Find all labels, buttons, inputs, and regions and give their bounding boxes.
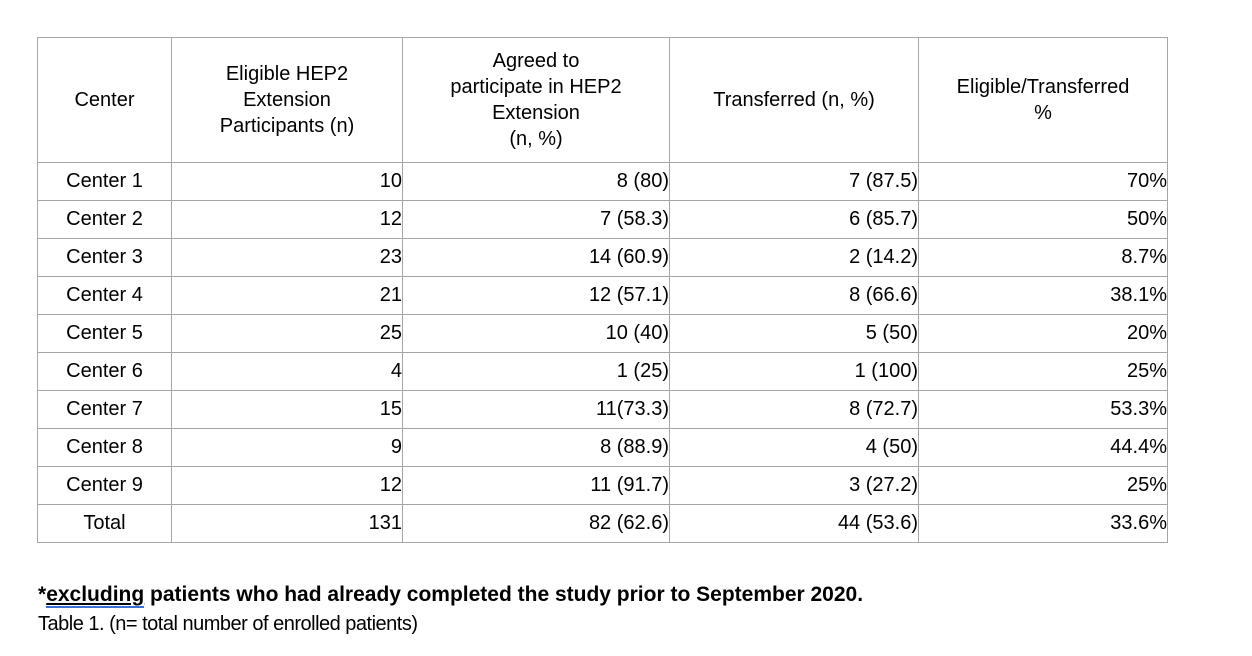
- footnote-asterisk: *: [38, 583, 47, 606]
- cell-transferred: 7 (87.5): [669, 162, 919, 201]
- header-eligible: Eligible HEP2 Extension Participants (n): [171, 37, 403, 163]
- cell-agreed: 1 (25): [402, 352, 670, 391]
- cell-transferred: 8 (66.6): [669, 276, 919, 315]
- table-row: Center 6 4 1 (25) 1 (100) 25%: [37, 352, 1168, 391]
- table-row: Center 8 9 8 (88.9) 4 (50) 44.4%: [37, 428, 1168, 467]
- cell-transferred: 5 (50): [669, 314, 919, 353]
- cell-center-name: Center 3: [37, 238, 172, 277]
- table-row: Center 3 23 14 (60.9) 2 (14.2) 8.7%: [37, 238, 1168, 277]
- cell-transferred: 3 (27.2): [669, 466, 919, 505]
- cell-center-name: Center 1: [37, 162, 172, 201]
- cell-pct: 33.6%: [918, 504, 1168, 543]
- cell-eligible: 21: [171, 276, 403, 315]
- cell-pct: 20%: [918, 314, 1168, 353]
- cell-center-name: Center 9: [37, 466, 172, 505]
- cell-pct: 8.7%: [918, 238, 1168, 277]
- cell-center-name: Center 7: [37, 390, 172, 429]
- cell-pct: 53.3%: [918, 390, 1168, 429]
- cell-pct: 38.1%: [918, 276, 1168, 315]
- footnote-text: patients who had already completed the s…: [144, 583, 864, 606]
- cell-agreed: 10 (40): [402, 314, 670, 353]
- cell-eligible: 25: [171, 314, 403, 353]
- cell-center-name: Center 4: [37, 276, 172, 315]
- header-eligible-transferred-pct: Eligible/Transferred %: [918, 37, 1168, 163]
- table-row: Center 9 12 11 (91.7) 3 (27.2) 25%: [37, 466, 1168, 505]
- cell-eligible: 9: [171, 428, 403, 467]
- cell-agreed: 11 (91.7): [402, 466, 670, 505]
- table-caption: Table 1. (n= total number of enrolled pa…: [38, 613, 418, 635]
- table-row: Center 4 21 12 (57.1) 8 (66.6) 38.1%: [37, 276, 1168, 315]
- cell-agreed: 8 (88.9): [402, 428, 670, 467]
- cell-pct: 25%: [918, 466, 1168, 505]
- header-transferred: Transferred (n, %): [669, 37, 919, 163]
- cell-eligible: 131: [171, 504, 403, 543]
- table-header-row: Center Eligible HEP2 Extension Participa…: [37, 37, 1168, 163]
- cell-eligible: 10: [171, 162, 403, 201]
- cell-agreed: 14 (60.9): [402, 238, 670, 277]
- table-row: Center 5 25 10 (40) 5 (50) 20%: [37, 314, 1168, 353]
- cell-eligible: 23: [171, 238, 403, 277]
- cell-center-name: Center 6: [37, 352, 172, 391]
- cell-transferred: 2 (14.2): [669, 238, 919, 277]
- cell-agreed: 12 (57.1): [402, 276, 670, 315]
- cell-eligible: 4: [171, 352, 403, 391]
- table-row: Center 2 12 7 (58.3) 6 (85.7) 50%: [37, 200, 1168, 239]
- cell-agreed: 7 (58.3): [402, 200, 670, 239]
- cell-center-name: Center 2: [37, 200, 172, 239]
- table-row: Center 7 15 11(73.3) 8 (72.7) 53.3%: [37, 390, 1168, 429]
- cell-pct: 70%: [918, 162, 1168, 201]
- cell-transferred: 6 (85.7): [669, 200, 919, 239]
- cell-pct: 25%: [918, 352, 1168, 391]
- cell-eligible: 12: [171, 200, 403, 239]
- header-center: Center: [37, 37, 172, 163]
- table-row: Center 1 10 8 (80) 7 (87.5) 70%: [37, 162, 1168, 201]
- cell-agreed: 82 (62.6): [402, 504, 670, 543]
- footnote: *excluding patients who had already comp…: [38, 583, 864, 608]
- cell-pct: 50%: [918, 200, 1168, 239]
- header-agreed: Agreed to participate in HEP2 Extension …: [402, 37, 670, 163]
- cell-pct: 44.4%: [918, 428, 1168, 467]
- cell-transferred: 8 (72.7): [669, 390, 919, 429]
- cell-eligible: 15: [171, 390, 403, 429]
- cell-transferred: 4 (50): [669, 428, 919, 467]
- cell-agreed: 11(73.3): [402, 390, 670, 429]
- results-table: Center Eligible HEP2 Extension Participa…: [37, 37, 1168, 543]
- table-row-total: Total 131 82 (62.6) 44 (53.6) 33.6%: [37, 504, 1168, 543]
- cell-transferred: 1 (100): [669, 352, 919, 391]
- cell-center-name: Center 8: [37, 428, 172, 467]
- footnote-underlined-word: excluding: [46, 583, 145, 608]
- cell-center-name: Total: [37, 504, 172, 543]
- cell-eligible: 12: [171, 466, 403, 505]
- cell-center-name: Center 5: [37, 314, 172, 353]
- cell-agreed: 8 (80): [402, 162, 670, 201]
- cell-transferred: 44 (53.6): [669, 504, 919, 543]
